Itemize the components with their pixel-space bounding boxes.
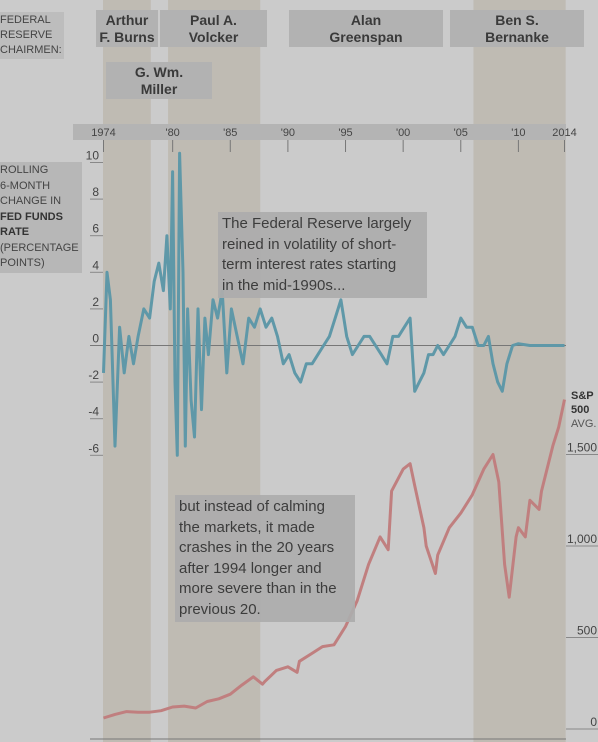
annotation-bottom: but instead of calming the markets, it m… — [175, 495, 355, 622]
sp-y-axis: 1,500 1,000 500 0 — [566, 441, 598, 730]
chairman-bernanke-line1: Ben S. — [495, 11, 539, 28]
fed-y-tick-label: -2 — [88, 368, 99, 382]
sp-y-tick-label: 1,500 — [567, 441, 597, 455]
chairman-burns: Arthur F. Burns — [96, 10, 158, 47]
annotation-top-line3: term interest rates starting — [222, 256, 397, 273]
fed-y-tick-label: 2 — [92, 295, 99, 309]
annotation-bottom-line5: more severe than in the — [179, 580, 337, 597]
fed-label-line7: POINTS) — [0, 257, 45, 269]
x-tick-label: '95 — [338, 127, 352, 139]
fed-label-line4: FED FUNDS — [0, 210, 63, 223]
fed-y-tick-label: 8 — [92, 185, 99, 199]
annotation-bottom-line1: but instead of calming — [179, 498, 325, 515]
chairman-burns-line2: F. Burns — [99, 28, 155, 45]
fed-y-tick-label: 6 — [92, 222, 99, 236]
sp-y-tick-label: 0 — [590, 715, 597, 729]
fed-label-line3: CHANGE IN — [0, 195, 62, 207]
x-tick-label: '90 — [281, 127, 295, 139]
x-axis-ticks: 1974 '80 '85 '90 '95 '00 '05 '10 2014 — [91, 127, 577, 152]
annotation-top-line2: reined in volatility of short- — [222, 235, 397, 253]
x-tick-label: '10 — [511, 127, 525, 139]
sp-label-line3: AVG. — [571, 418, 597, 430]
x-tick-label: 2014 — [552, 127, 576, 139]
x-tick-label: 1974 — [91, 127, 115, 139]
sp500-series-line — [103, 399, 566, 720]
series-lines — [102, 151, 566, 720]
sp-label-line1: S&P — [571, 390, 594, 402]
chairman-shade — [473, 0, 566, 742]
sp-axis-label: S&P 500 AVG. — [571, 389, 596, 431]
chairman-greenspan: Alan Greenspan — [289, 10, 443, 47]
chairmen-header-line3: CHAIRMEN: — [0, 44, 62, 56]
annotation-bottom-line6: previous 20. — [179, 600, 261, 618]
fed-axis-label: ROLLING 6-MONTH CHANGE IN FED FUNDS RATE… — [0, 162, 82, 273]
fed-y-tick-label: 4 — [92, 258, 99, 272]
chairman-miller-line1: G. Wm. — [134, 63, 184, 80]
chairman-shade — [103, 0, 151, 742]
sp-y-tick-label: 500 — [577, 624, 597, 638]
chairman-bernanke: Ben S. Bernanke — [450, 10, 584, 47]
annotation-top-line1: The Federal Reserve largely — [222, 215, 412, 232]
chairmen-header: FEDERAL RESERVE CHAIRMEN: — [0, 12, 64, 59]
fed-label-line2: 6-MONTH — [0, 179, 51, 192]
chairman-volcker: Paul A. Volcker — [160, 10, 267, 47]
x-tick-label: '80 — [165, 127, 179, 139]
chairman-miller: G. Wm. Miller — [106, 62, 212, 99]
chairman-shade — [168, 0, 261, 742]
annotation-bottom-line4: after 1994 longer and — [179, 559, 322, 577]
annotation-top-line4: in the mid-1990s... — [222, 276, 346, 294]
sp-y-tick-label: 1,000 — [567, 532, 597, 546]
chairmen-header-line2: RESERVE — [0, 29, 53, 41]
chairman-greenspan-line1: Alan — [350, 11, 382, 28]
top-axis-bar — [73, 124, 566, 140]
fed-y-tick-label: -6 — [88, 441, 99, 455]
fed-y-tick-label: 10 — [86, 149, 100, 163]
x-tick-label: '00 — [396, 127, 410, 139]
annotation-bottom-line2: the markets, it made — [179, 518, 315, 536]
fed-y-tick-label: -4 — [88, 405, 99, 419]
x-tick-label: '05 — [454, 127, 468, 139]
fed-y-axis: 10 8 6 4 2 0 -2 -4 -6 — [86, 149, 103, 456]
chairman-miller-line2: Miller — [140, 80, 178, 97]
chairmen-header-line1: FEDERAL — [0, 14, 51, 26]
chairman-volcker-line1: Paul A. — [190, 11, 237, 28]
x-tick-label: '85 — [223, 127, 237, 139]
annotation-bottom-line3: crashes in the 20 years — [179, 539, 335, 556]
fed-funds-series-line — [102, 151, 565, 457]
chairman-burns-line1: Arthur — [105, 11, 149, 28]
top-axis-band — [73, 124, 566, 140]
fed-y-tick-label: 0 — [92, 332, 99, 346]
chairman-volcker-line2: Volcker — [188, 28, 239, 45]
fed-label-line5: RATE — [0, 226, 30, 238]
fed-label-line1: ROLLING — [0, 164, 49, 176]
chairman-bernanke-line2: Bernanke — [485, 28, 549, 45]
fed-label-line6: (PERCENTAGE — [0, 241, 79, 254]
annotation-top: The Federal Reserve largely reined in vo… — [218, 212, 427, 298]
sp-label-line2: 500 — [571, 404, 590, 416]
chairman-shades — [103, 0, 566, 742]
chairman-greenspan-line2: Greenspan — [329, 28, 403, 45]
